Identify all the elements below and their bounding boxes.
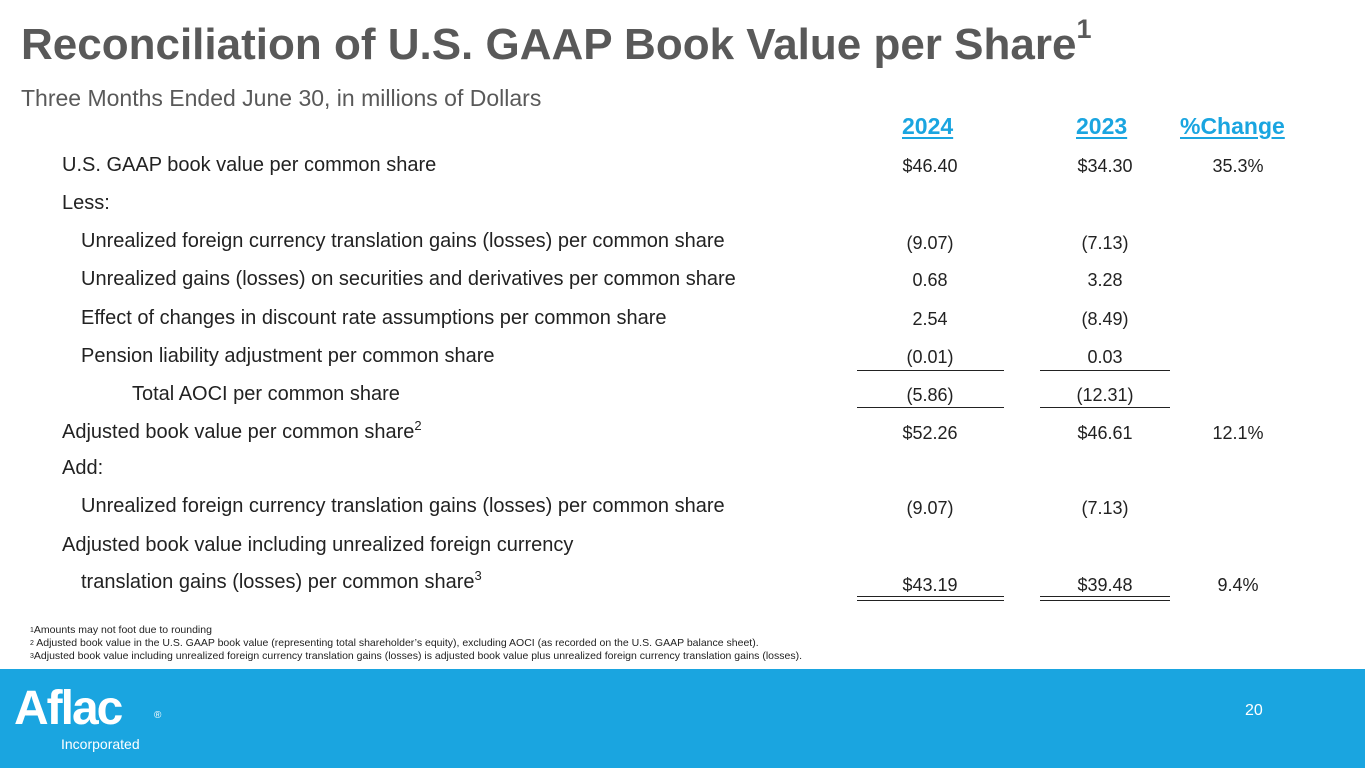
row-label: Unrealized foreign currency translation …: [81, 230, 725, 252]
value-2024: $52.26: [902, 423, 958, 443]
value-2023: $39.48: [1077, 575, 1133, 595]
value-2023: $46.61: [1077, 423, 1133, 443]
logo-wordmark: Aflac: [14, 682, 123, 735]
value-2023: (7.13): [1081, 233, 1129, 253]
footnotes: 1Amounts may not foot due to rounding 2 …: [30, 624, 802, 663]
value-2024: 0.68: [912, 270, 948, 290]
column-header-2024: 2024: [902, 113, 954, 139]
subtotal-rule-2023: [1040, 370, 1170, 371]
footnote-2: 2 Adjusted book value in the U.S. GAAP b…: [30, 637, 759, 649]
value-2024: (0.01): [906, 347, 954, 367]
grand-total-rule-2023: [1040, 596, 1170, 601]
row-label: Total AOCI per common share: [132, 383, 400, 405]
value-2024: 2.54: [912, 309, 948, 329]
value-2023: 0.03: [1087, 347, 1123, 367]
value-change: 35.3%: [1212, 156, 1264, 176]
row-label: U.S. GAAP book value per common share: [62, 154, 437, 176]
total-rule-2024: [857, 407, 1004, 408]
section-label-add: Add:: [62, 457, 104, 479]
column-header-2023: 2023: [1076, 113, 1128, 139]
value-2023: (7.13): [1081, 498, 1129, 518]
value-2023: (12.31): [1076, 385, 1134, 405]
footnote-1: 1Amounts may not foot due to rounding: [30, 624, 212, 636]
total-rule-2023: [1040, 407, 1170, 408]
grand-total-rule-2024: [857, 596, 1004, 601]
footnote-marker: 2: [414, 418, 422, 433]
page-title: Reconciliation of U.S. GAAP Book Value p…: [21, 14, 1092, 70]
row-label: Adjusted book value per common share2: [62, 418, 422, 443]
page-subtitle: Three Months Ended June 30, in millions …: [21, 85, 542, 111]
value-2024: (5.86): [906, 385, 954, 405]
value-2023: 3.28: [1087, 270, 1123, 290]
value-change: 9.4%: [1217, 575, 1259, 595]
value-2023: $34.30: [1077, 156, 1133, 176]
row-label: Unrealized foreign currency translation …: [81, 495, 725, 517]
footer-bar: Aflac ® Incorporated 20: [0, 669, 1365, 768]
registered-mark: ®: [154, 710, 162, 721]
value-2024: (9.07): [906, 233, 954, 253]
subtotal-rule-2024: [857, 370, 1004, 371]
value-2024: $46.40: [902, 156, 958, 176]
company-logo: Aflac ® Incorporated: [14, 683, 164, 755]
logo-subtitle: Incorporated: [61, 736, 140, 752]
footnote-marker: 3: [474, 568, 482, 583]
row-label-line1: Adjusted book value including unrealized…: [62, 534, 574, 556]
row-label: Unrealized gains (losses) on securities …: [81, 268, 736, 290]
title-footnote-marker: 1: [1076, 14, 1092, 44]
value-2023: (8.49): [1081, 309, 1129, 329]
row-label-line2: translation gains (losses) per common sh…: [81, 568, 482, 593]
row-label: Effect of changes in discount rate assum…: [81, 307, 667, 329]
section-label-less: Less:: [62, 192, 110, 214]
column-header-change: %Change: [1180, 113, 1285, 139]
value-2024: (9.07): [906, 498, 954, 518]
value-change: 12.1%: [1212, 423, 1264, 443]
footnote-3: 3Adjusted book value including unrealize…: [30, 650, 802, 662]
value-2024: $43.19: [902, 575, 958, 595]
row-label: Pension liability adjustment per common …: [81, 345, 495, 367]
page-number: 20: [1245, 702, 1263, 719]
